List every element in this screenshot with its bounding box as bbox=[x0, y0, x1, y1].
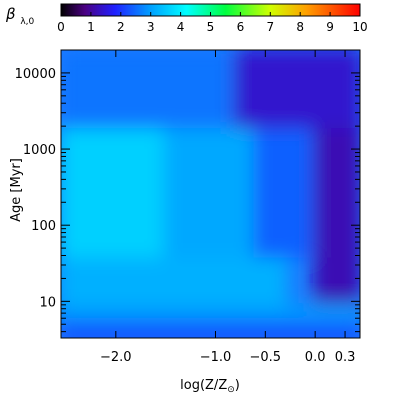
x-tick-label: 0.0 bbox=[305, 350, 326, 365]
heatmap-region-4 bbox=[163, 124, 258, 258]
colorbar-tick-label: 7 bbox=[266, 20, 274, 34]
x-axis-label: log(Z/Z⊙) bbox=[180, 378, 240, 395]
heatmap-region-1 bbox=[61, 302, 360, 325]
colorbar-tick-label: 3 bbox=[147, 20, 155, 34]
heatmap-region-5 bbox=[253, 124, 318, 258]
x-tick-label: 0.3 bbox=[335, 350, 356, 365]
y-tick-label: 10000 bbox=[15, 67, 56, 82]
heatmap-region-3 bbox=[61, 124, 168, 258]
colorbar-tick-label: 2 bbox=[117, 20, 125, 34]
colorbar-tick-label: 6 bbox=[237, 20, 245, 34]
colorbar-label: β λ,0 bbox=[5, 5, 35, 27]
heatmap-region-7 bbox=[61, 50, 238, 129]
colorbar-tick-label: 0 bbox=[57, 20, 65, 34]
heatmap-region-2 bbox=[61, 253, 288, 307]
colorbar-tick-label: 1 bbox=[87, 20, 95, 34]
colorbar-tick-label: 10 bbox=[352, 20, 367, 34]
colorbar-tick-label: 5 bbox=[207, 20, 215, 34]
x-axis-ticks: −2.0 −1.0 −0.5 0.0 0.3 bbox=[100, 50, 355, 365]
colorbar-tick-label: 9 bbox=[326, 20, 334, 34]
y-axis-ticks: 10 100 1000 10000 bbox=[15, 49, 360, 333]
heatmap-region-6 bbox=[313, 124, 360, 304]
y-tick-label: 1000 bbox=[23, 143, 56, 158]
x-tick-label: −2.0 bbox=[100, 350, 132, 365]
y-tick-label: 100 bbox=[31, 219, 56, 234]
x-tick-label: −1.0 bbox=[200, 350, 232, 365]
y-tick-label: 10 bbox=[39, 295, 56, 310]
y-axis-label: Age [Myr] bbox=[9, 158, 24, 222]
plot-frame bbox=[60, 49, 361, 339]
heatmap bbox=[61, 50, 360, 338]
colorbar-ticks: 0 1 2 3 4 5 6 7 8 9 10 bbox=[57, 12, 368, 34]
x-tick-label: −0.5 bbox=[250, 350, 282, 365]
heatmap-region-8 bbox=[233, 50, 360, 129]
colorbar-tick-label: 8 bbox=[296, 20, 304, 34]
heatmap-region-0 bbox=[61, 320, 360, 338]
heatmap-cells bbox=[61, 50, 360, 338]
colorbar: β λ,0 0 1 2 3 4 5 6 7 8 9 10 bbox=[5, 3, 368, 34]
colorbar-tick-label: 4 bbox=[177, 20, 185, 34]
